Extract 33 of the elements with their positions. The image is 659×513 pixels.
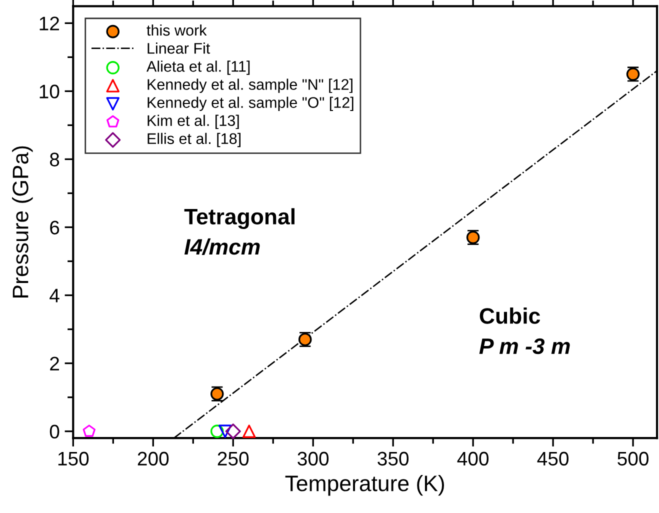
y-tick-label: 2 bbox=[50, 356, 59, 370]
y-tick-label: 12 bbox=[40, 16, 59, 30]
x-tick-label: 250 bbox=[218, 452, 249, 466]
point bbox=[218, 424, 232, 438]
y-tick-label: 4 bbox=[50, 288, 60, 302]
legend-label: this work bbox=[146, 24, 207, 36]
x-tick-label: 150 bbox=[58, 452, 89, 466]
point bbox=[242, 424, 256, 438]
y-tick-label: 6 bbox=[50, 220, 60, 234]
point bbox=[82, 424, 96, 437]
x-tick-label: 200 bbox=[138, 452, 169, 466]
annotation: I4/mcm bbox=[184, 238, 260, 255]
legend-label: Alieta et al. [11] bbox=[146, 60, 250, 75]
legend-label: Kennedy et al. sample "O" [12] bbox=[148, 96, 354, 111]
x-tick-label: 350 bbox=[378, 452, 409, 466]
annotation: Tetragonal bbox=[184, 208, 294, 229]
point bbox=[210, 424, 224, 438]
point bbox=[225, 424, 241, 440]
y-tick-label: 8 bbox=[50, 152, 60, 166]
x-tick-label: 500 bbox=[618, 452, 648, 466]
legend-label: Kennedy et al. sample "N" [12] bbox=[148, 78, 352, 93]
y-tick-label: 10 bbox=[40, 84, 60, 98]
legend-label: Ellis et al. [18] bbox=[148, 132, 240, 148]
legend-label: Kim et al. [13] bbox=[148, 114, 239, 130]
y-axis-title: Pressure (GPa) bbox=[12, 146, 33, 298]
x-axis-title: Temperature (K) bbox=[285, 474, 444, 496]
x-tick-label: 450 bbox=[537, 452, 569, 466]
annotation: Cubic bbox=[480, 308, 540, 324]
legend-label: Linear Fit bbox=[148, 42, 210, 54]
annotation: P m -3 m bbox=[479, 338, 570, 354]
y-tick-label: 0 bbox=[50, 424, 60, 439]
x-tick-label: 400 bbox=[457, 452, 489, 466]
x-tick-label: 300 bbox=[298, 452, 329, 466]
